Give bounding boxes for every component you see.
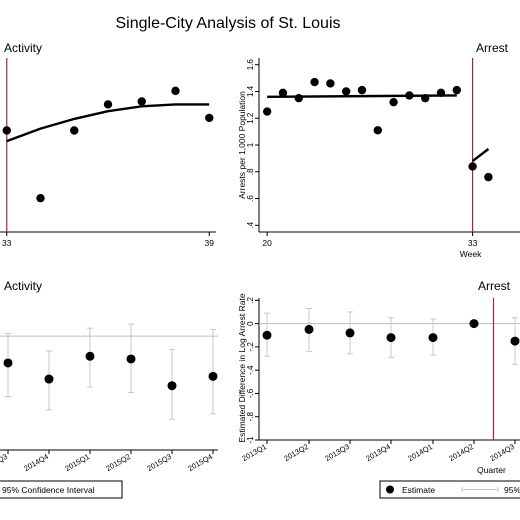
y-tick-label: .8 bbox=[246, 168, 255, 175]
x-tick-label: 2013Q1 bbox=[240, 442, 268, 463]
data-point bbox=[70, 126, 79, 135]
x-tick-label: 20 bbox=[262, 238, 272, 248]
y-axis-label: Estimated Difference in Log Arrest Rate bbox=[237, 293, 247, 442]
x-tick-label: 2015Q3 bbox=[145, 452, 173, 473]
y-tick-label: -.4 bbox=[246, 365, 255, 375]
x-tick-label: 2015Q4 bbox=[186, 452, 214, 473]
x-tick-label: 2015Q2 bbox=[104, 452, 132, 473]
data-point bbox=[205, 113, 214, 123]
x-tick-label: 2015Q1 bbox=[63, 452, 91, 473]
data-point bbox=[420, 93, 430, 103]
y-tick-label: .2 bbox=[246, 296, 255, 303]
data-point bbox=[452, 85, 461, 95]
y-tick-label: -.2 bbox=[246, 342, 255, 352]
data-point bbox=[137, 97, 146, 106]
x-tick-label: 33 bbox=[2, 238, 12, 248]
estimate-point bbox=[304, 324, 314, 334]
x-tick-label: 39 bbox=[205, 238, 215, 248]
data-point bbox=[389, 97, 398, 107]
y-tick-label: .4 bbox=[246, 221, 255, 228]
data-point bbox=[405, 91, 414, 100]
data-point bbox=[36, 193, 45, 203]
y-tick-label: 1.2 bbox=[246, 112, 255, 124]
estimate-point bbox=[262, 330, 272, 340]
fit-line-post bbox=[471, 148, 490, 163]
estimate-point bbox=[510, 336, 520, 346]
data-point bbox=[103, 100, 113, 109]
data-point bbox=[294, 93, 303, 103]
panel-title: Arrest bbox=[478, 279, 511, 293]
legend-marker-estimate bbox=[386, 485, 394, 494]
data-point bbox=[341, 87, 351, 96]
panel-bottom-left: Activity 2014Q3 2014Q4 2015Q1 2015Q2 2015Q3 20… bbox=[0, 279, 218, 499]
data-point bbox=[262, 107, 272, 116]
x-tick-label: 2014Q1 bbox=[406, 442, 434, 463]
legend-box bbox=[379, 480, 520, 499]
legend-label-ci: 95% bbox=[504, 485, 520, 495]
x-tick-label: 2013Q4 bbox=[364, 442, 392, 463]
estimate-point bbox=[345, 328, 355, 338]
data-point bbox=[484, 172, 493, 182]
y-tick-label: 0 bbox=[246, 321, 255, 326]
y-tick-label: -.8 bbox=[246, 412, 255, 422]
x-tick-label: 2013Q2 bbox=[282, 442, 310, 463]
estimate-point bbox=[126, 354, 136, 364]
legend-box bbox=[0, 480, 123, 499]
estimate-point bbox=[208, 371, 218, 381]
data-point bbox=[468, 162, 477, 171]
x-tick-label: 2014Q2 bbox=[447, 442, 475, 463]
estimate-point bbox=[44, 374, 54, 384]
estimate-point bbox=[3, 358, 13, 368]
data-point bbox=[326, 79, 335, 88]
x-axis-label: Week bbox=[460, 249, 482, 259]
y-tick-label: 1.4 bbox=[246, 85, 255, 97]
legend-label-ci: 95% Confidence Interval bbox=[2, 485, 95, 495]
panel-title: Activity bbox=[4, 279, 42, 293]
estimate-point bbox=[428, 333, 438, 343]
y-tick-label: -.6 bbox=[246, 388, 255, 398]
x-tick-label: 2013Q3 bbox=[323, 442, 351, 463]
estimate-point bbox=[386, 333, 396, 343]
panel-top-right: Arrest .4 .6 .8 1 1.2 1.4 1.6 Arrests per 1,000 … bbox=[237, 41, 520, 259]
panel-title: Activity bbox=[4, 41, 42, 55]
data-point bbox=[436, 88, 446, 98]
estimate-point bbox=[469, 319, 479, 329]
data-point bbox=[171, 86, 180, 96]
estimate-point bbox=[167, 381, 177, 391]
panel-title: Arrest bbox=[476, 41, 509, 55]
x-tick-label: 2014Q4 bbox=[22, 452, 50, 473]
x-tick-label: 2014Q3 bbox=[488, 442, 516, 463]
x-axis-label: Quarter bbox=[477, 465, 506, 475]
x-tick-label: 33 bbox=[468, 238, 478, 248]
legend-label-estimate: Estimate bbox=[402, 485, 435, 495]
estimate-point bbox=[85, 351, 95, 361]
y-tick-label: 1.6 bbox=[246, 59, 255, 71]
data-point bbox=[373, 126, 382, 135]
data-point bbox=[278, 88, 288, 98]
y-tick-label: -1 bbox=[246, 436, 255, 444]
x-tick-label: 2014Q3 bbox=[0, 452, 9, 473]
y-tick-label: .6 bbox=[246, 195, 255, 202]
panel-top-left: Activity 33 39 bbox=[0, 41, 216, 248]
y-axis-label: Arrests per 1,000 Population bbox=[237, 91, 247, 199]
fit-curve bbox=[6, 103, 210, 143]
y-tick-label: 1 bbox=[246, 142, 255, 147]
figure-title: Single-City Analysis of St. Louis bbox=[116, 15, 341, 32]
data-point bbox=[357, 85, 367, 95]
data-point bbox=[310, 77, 319, 87]
data-point bbox=[2, 126, 11, 135]
